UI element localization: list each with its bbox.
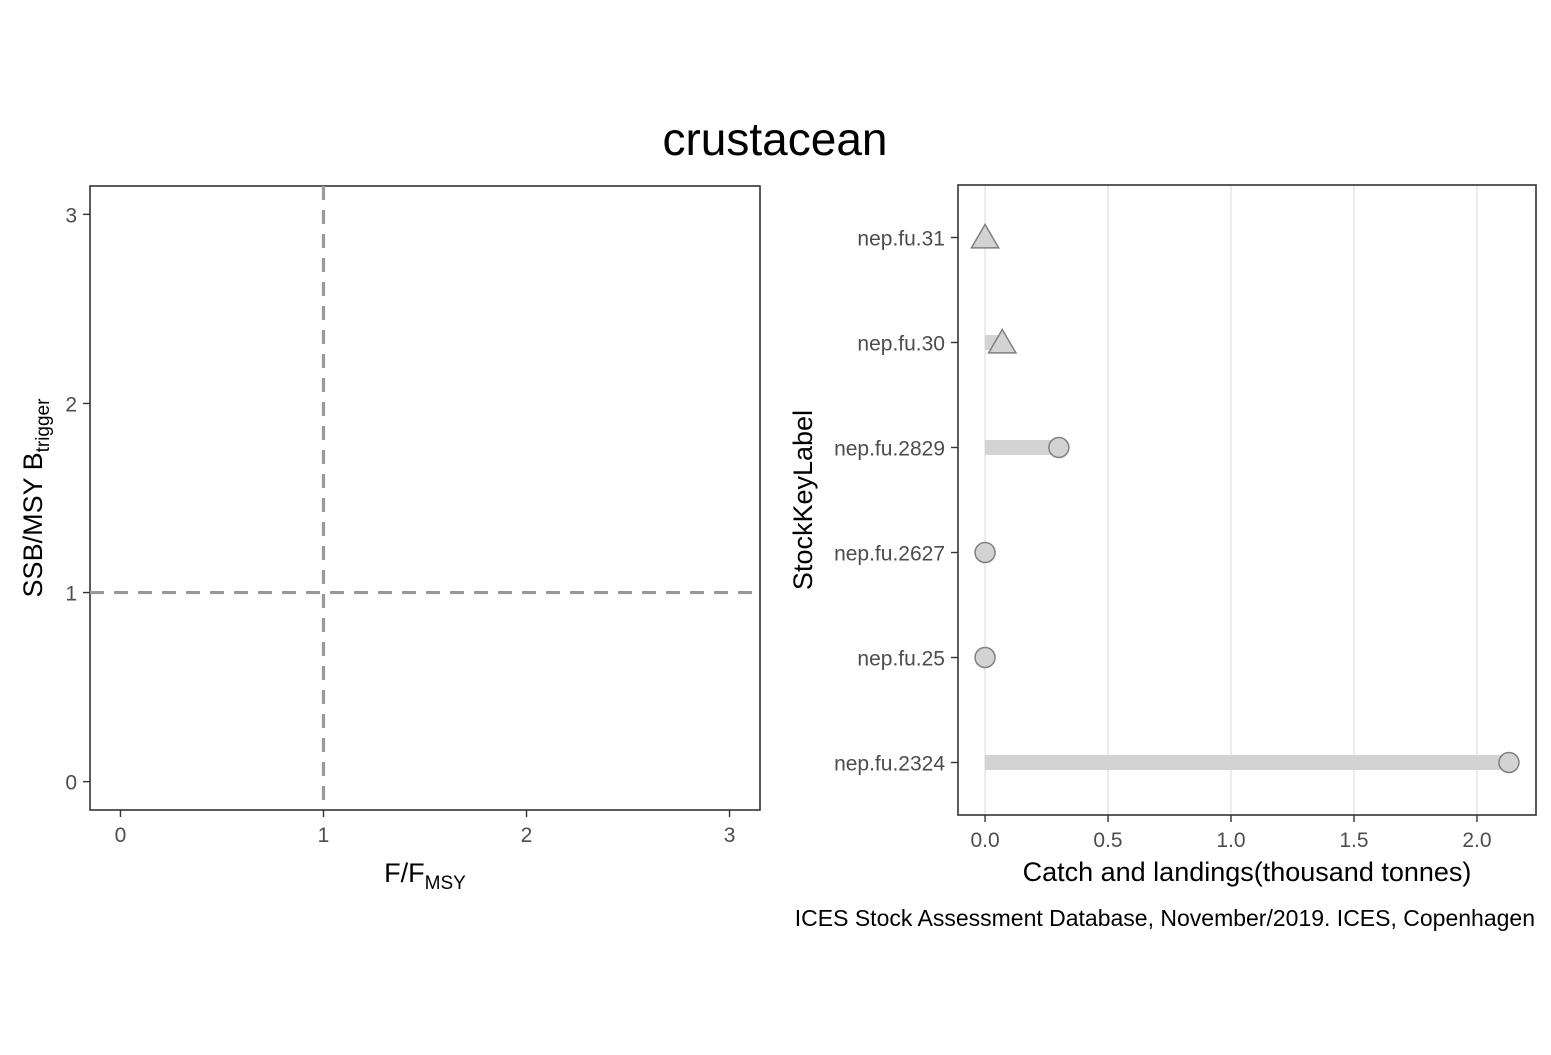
x-tick-label: 1.5 <box>1339 829 1368 852</box>
y-axis-title-main: SSB/MSY B <box>18 452 48 597</box>
stock-label: nep.fu.31 <box>857 228 945 251</box>
x-tick-label: 0 <box>115 824 127 847</box>
kobe-plot-panel: 0 1 2 3 0 1 2 3 F/FMSY SSB/MSY Btrigger <box>18 185 761 894</box>
left-panel-border <box>89 185 761 811</box>
x-tick-label: 2.0 <box>1462 829 1491 852</box>
catch-point-circle <box>974 646 996 669</box>
y-tick-label: 0 <box>65 772 77 795</box>
y-axis-title: SSB/MSY Btrigger <box>18 398 54 598</box>
x-axis-title-sub: MSY <box>425 873 467 894</box>
y-tick-label: 2 <box>65 393 77 416</box>
x-axis-title: Catch and landings(thousand tonnes) <box>1023 857 1472 887</box>
stock-label: nep.fu.2324 <box>834 753 945 776</box>
x-tick-label: 0.0 <box>970 829 999 852</box>
chart-caption: ICES Stock Assessment Database, November… <box>795 905 1535 931</box>
stock-label: nep.fu.2829 <box>834 438 945 461</box>
stock-label: nep.fu.25 <box>857 648 945 671</box>
x-tick-label: 1.0 <box>1216 829 1245 852</box>
x-axis-title: F/FMSY <box>384 858 466 894</box>
y-tick-label: 3 <box>65 204 77 227</box>
x-tick-label: 0.5 <box>1093 829 1122 852</box>
x-tick-label: 2 <box>521 824 533 847</box>
catch-point-circle <box>1498 751 1520 774</box>
catch-point-circle <box>974 541 996 564</box>
catch-point-circle <box>1048 436 1070 459</box>
catch-point-triangle <box>987 328 1018 354</box>
y-axis-title-sub: trigger <box>33 398 54 453</box>
y-axis-title: StockKeyLabel <box>788 410 818 590</box>
stock-label: nep.fu.30 <box>857 333 945 356</box>
catch-lollipop-panel: nep.fu.31 nep.fu.30 nep.fu.2829 nep.fu.2627… <box>788 184 1537 887</box>
right-panel-background <box>958 185 1536 815</box>
catch-point-triangle <box>970 223 1001 249</box>
x-tick-label: 3 <box>724 824 736 847</box>
y-tick-label: 1 <box>65 583 77 606</box>
x-tick-label: 1 <box>318 824 330 847</box>
chart-title: crustacean <box>662 113 887 165</box>
right-panel-border <box>957 184 1537 816</box>
stock-label: nep.fu.2627 <box>834 543 945 566</box>
x-axis-title-main: F/F <box>384 858 425 888</box>
